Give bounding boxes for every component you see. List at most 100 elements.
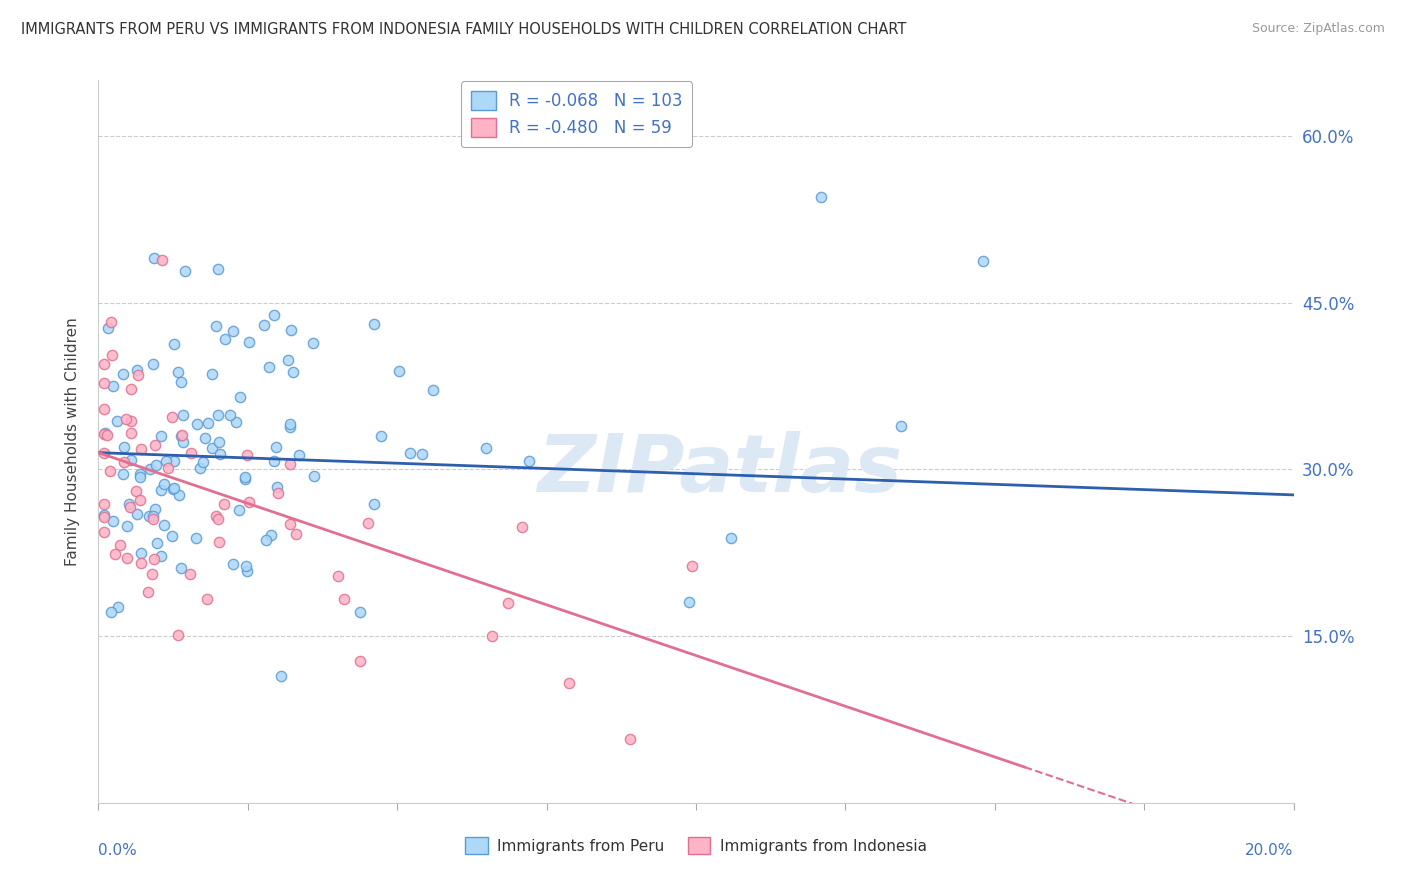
Point [118,500,141,515]
Point [115,551,138,566]
Point [263,308,285,322]
Point [170,428,193,442]
Point [201,367,224,381]
Point [558,676,581,690]
Point [302,335,325,350]
Point [370,429,392,443]
Point [167,365,190,379]
Point [280,417,302,431]
Point [93,402,115,417]
Point [93,525,115,540]
Point [278,420,301,434]
Point [172,434,194,449]
Point [267,486,290,500]
Point [143,552,166,566]
Point [188,461,211,475]
Point [201,441,224,455]
Point [349,605,371,619]
Point [121,382,143,396]
Point [170,375,193,389]
Point [720,531,742,545]
Point [302,469,325,483]
Point [214,332,236,346]
Point [163,454,186,468]
Point [422,383,444,397]
Point [117,497,139,511]
Point [138,508,160,523]
Point [129,467,152,481]
Point [131,442,153,457]
Point [363,498,385,512]
Point [260,528,283,542]
Point [208,435,231,450]
Point [207,262,229,277]
Point [266,480,288,494]
Text: IMMIGRANTS FROM PERU VS IMMIGRANTS FROM INDONESIA FAMILY HOUSEHOLDS WITH CHILDRE: IMMIGRANTS FROM PERU VS IMMIGRANTS FROM … [21,22,907,37]
Point [103,378,125,392]
Point [142,508,165,523]
Point [257,360,280,375]
Point [972,254,994,268]
Point [191,455,214,469]
Point [236,448,259,462]
Point [194,431,217,445]
Point [131,546,153,560]
Point [138,585,160,599]
Point [153,518,176,533]
Point [145,536,167,550]
Point [681,559,703,574]
Point [474,441,496,455]
Point [496,596,519,610]
Point [112,440,135,454]
Point [143,438,166,452]
Point [357,516,380,530]
Point [207,512,229,526]
Point [254,533,277,547]
Point [96,428,118,442]
Point [333,592,356,607]
Point [287,448,309,462]
Point [104,547,127,561]
Point [890,419,912,434]
Point [280,323,302,337]
Point [145,458,167,472]
Point [93,357,115,371]
Point [363,317,385,331]
Point [97,320,120,334]
Point [233,472,256,486]
Point [150,253,173,268]
Point [100,605,122,619]
Text: 20.0%: 20.0% [1246,843,1294,857]
Text: ZIPatlas: ZIPatlas [537,432,903,509]
Point [810,190,832,204]
Point [150,429,173,443]
Point [162,410,184,425]
Point [510,520,533,534]
Point [225,415,247,429]
Point [238,334,260,349]
Point [160,529,183,543]
Point [186,532,208,546]
Point [112,467,135,481]
Point [150,483,173,498]
Point [127,507,149,521]
Point [207,409,229,423]
Point [153,477,176,491]
Point [93,508,115,522]
Point [229,390,252,404]
Point [284,527,307,541]
Point [519,453,541,467]
Point [208,447,231,461]
Point [142,512,165,526]
Point [150,549,173,563]
Point [481,629,503,643]
Point [173,264,195,278]
Text: Source: ZipAtlas.com: Source: ZipAtlas.com [1251,22,1385,36]
Point [270,669,292,683]
Point [678,595,700,609]
Point [238,494,260,508]
Point [179,567,201,582]
Point [163,337,186,351]
Point [195,592,218,607]
Point [219,408,242,422]
